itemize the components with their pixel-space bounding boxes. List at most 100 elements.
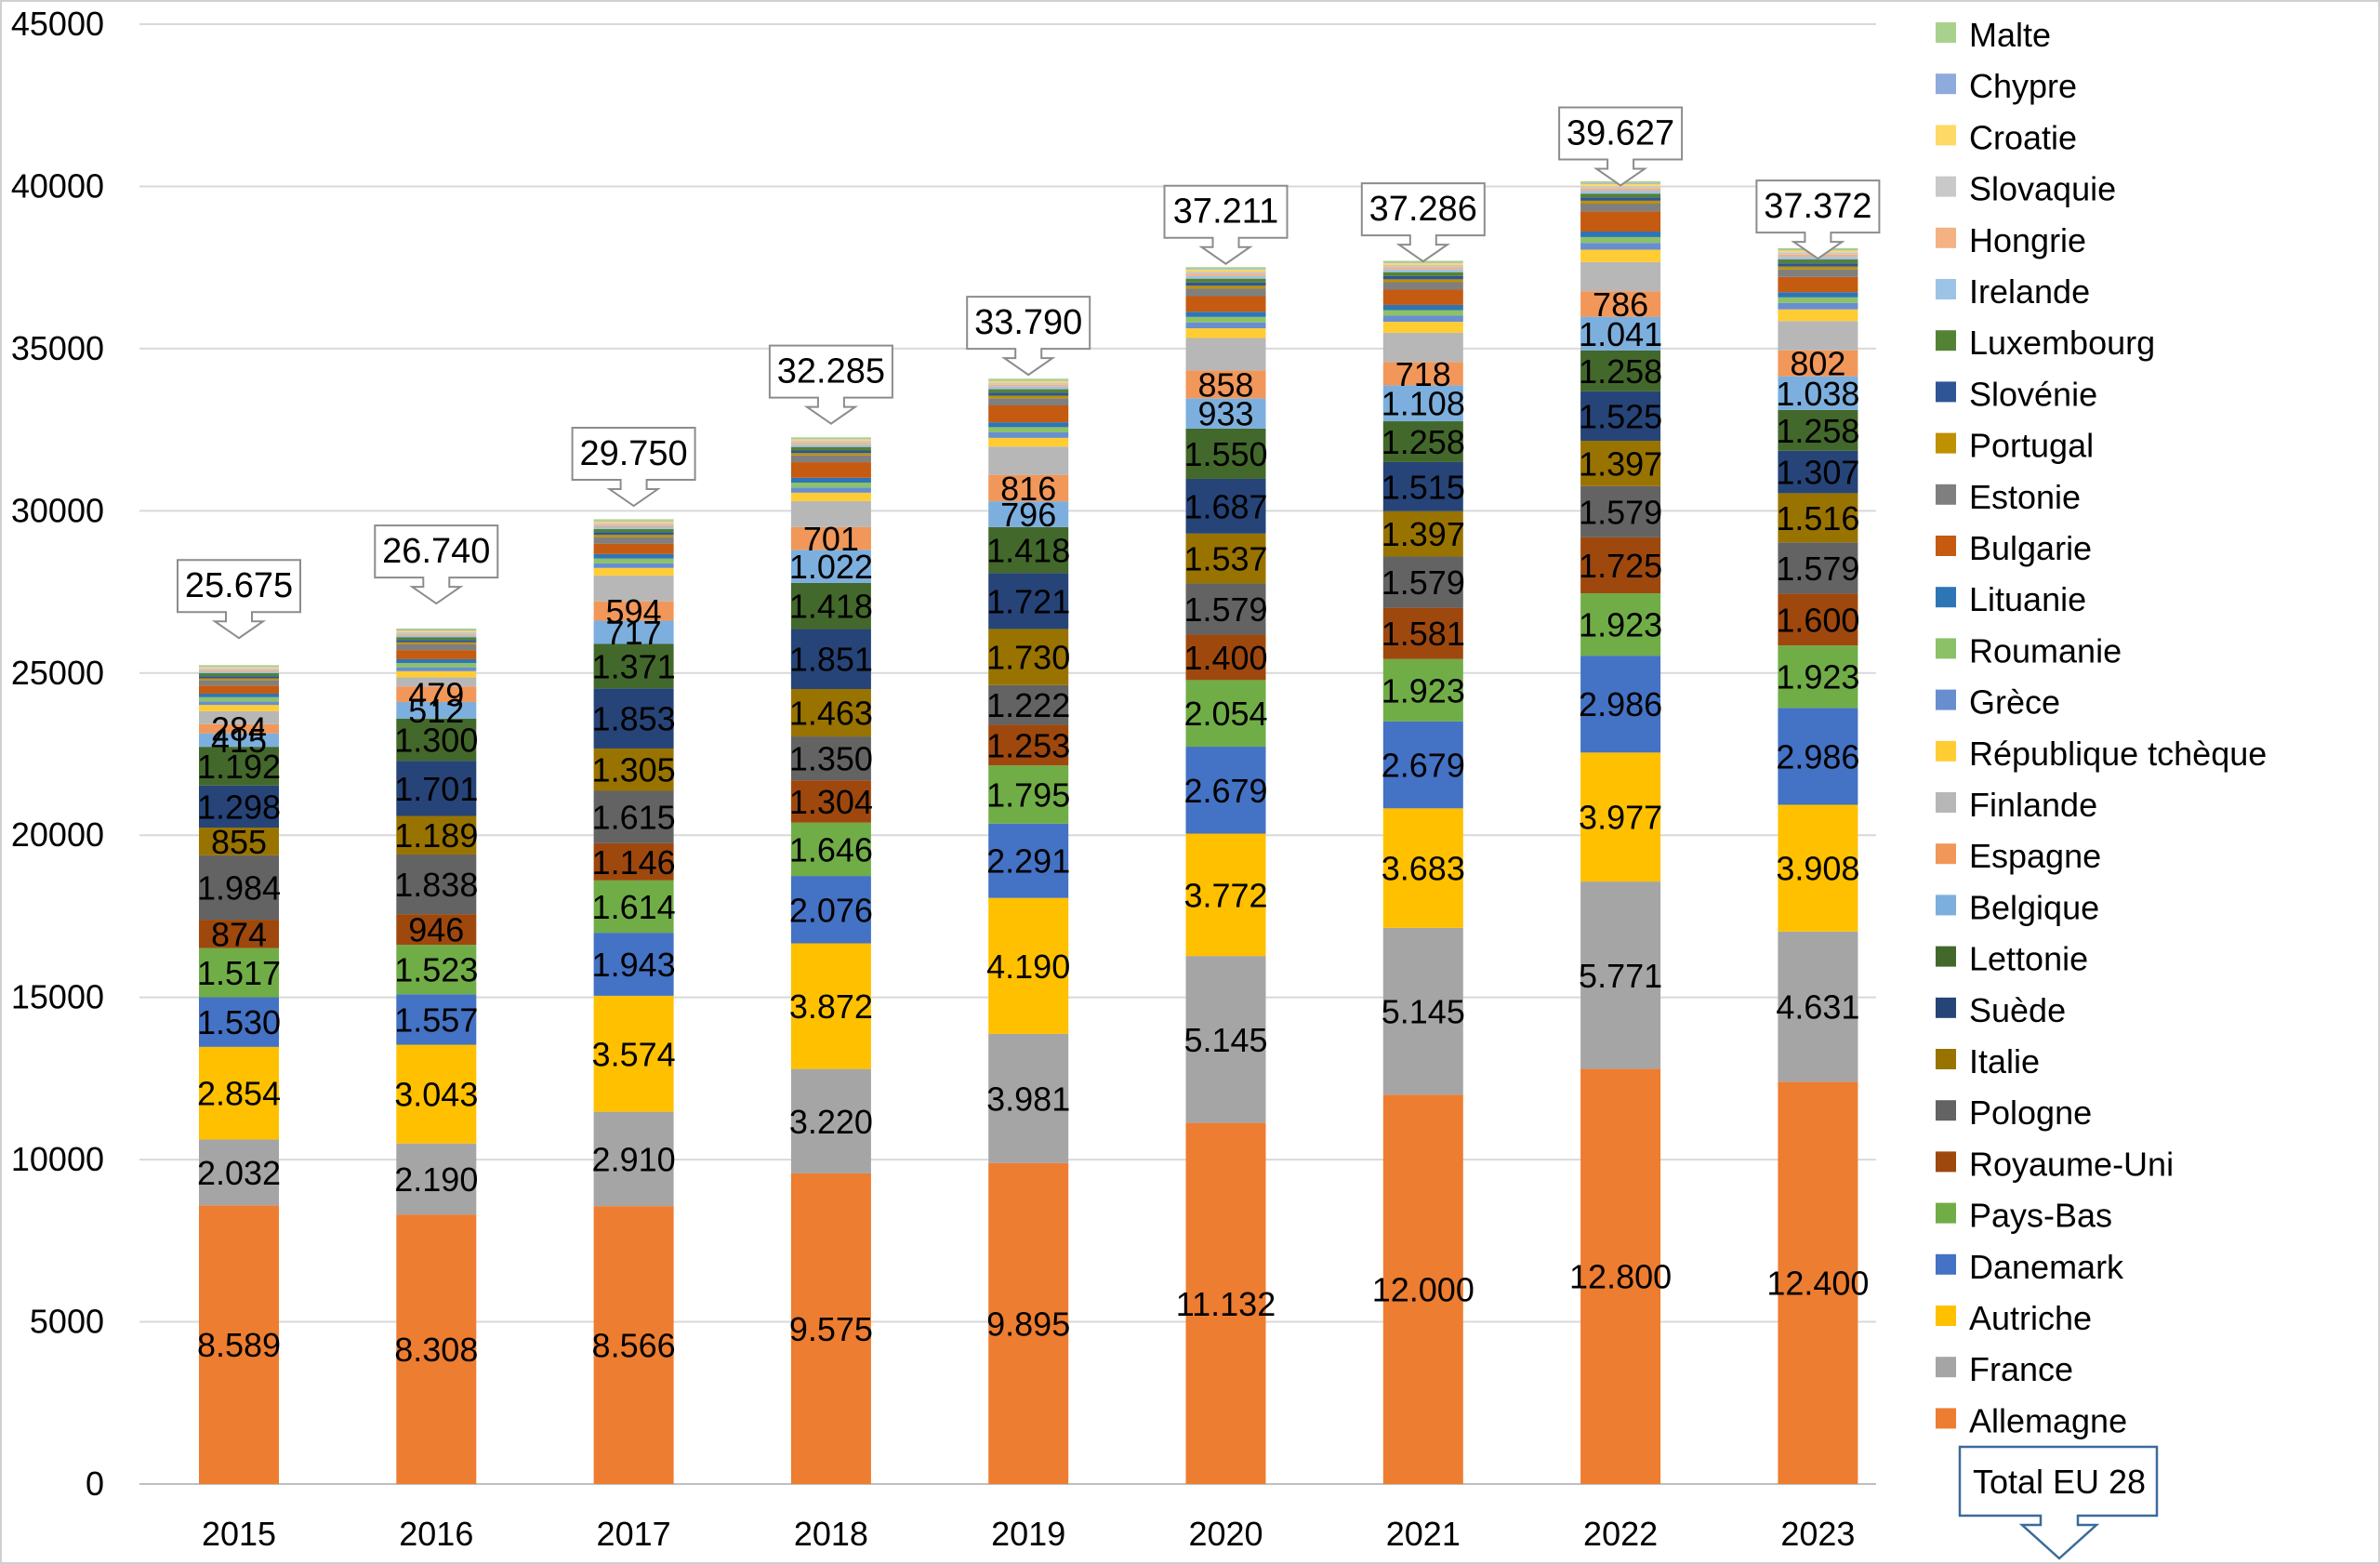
- segment-value-label: 1.253: [986, 726, 1070, 764]
- segment-value-label: 4.190: [986, 948, 1070, 986]
- bar-segment: [199, 666, 279, 668]
- segment-value-label: 1.350: [789, 740, 873, 778]
- bar-segment: [396, 994, 477, 1045]
- bar-segment: [1778, 259, 1858, 264]
- bar-segment: [1778, 645, 1858, 709]
- bar-segment: [988, 526, 1069, 574]
- segment-value-label: 3.220: [789, 1103, 873, 1141]
- y-axis: 0 5000 10000 15000 20000 25000 30000 35000 40000…: [11, 5, 104, 1503]
- x-tick-label: 2020: [1188, 1515, 1263, 1553]
- segment-value-label: 1.579: [1183, 590, 1267, 629]
- bar-segment: [396, 628, 477, 630]
- bar-segment: [396, 635, 477, 638]
- legend-swatch: [1936, 536, 1956, 556]
- bar-segment: [1382, 461, 1463, 511]
- bar-segment: [790, 822, 871, 877]
- bar-segment: [988, 382, 1069, 385]
- bar-segment: [1778, 321, 1858, 351]
- segment-value-label: 1.515: [1382, 468, 1465, 506]
- bar-segment: [1382, 289, 1463, 305]
- bar-segment: [1382, 262, 1463, 266]
- legend-swatch: [1936, 1408, 1956, 1429]
- segment-value-label: 796: [1000, 496, 1056, 534]
- bar-segment: [199, 710, 279, 724]
- bar-segment: [199, 668, 279, 670]
- segment-value-label: 415: [211, 722, 267, 760]
- bar-segment: [1580, 656, 1661, 753]
- bars: [199, 181, 1858, 1484]
- total-callout-box: [571, 427, 696, 508]
- bar-segment: [988, 573, 1069, 630]
- legend-swatch: [1936, 22, 1956, 43]
- bar-segment: [199, 665, 279, 667]
- bar-segment: [1382, 556, 1463, 608]
- bar-segment: [199, 667, 279, 669]
- segment-value-label: 1.853: [592, 700, 676, 738]
- legend-label: Hongrie: [1969, 221, 2086, 259]
- bar-segment: [1580, 291, 1661, 317]
- bar-segment: [1778, 931, 1858, 1082]
- bar-segment: [593, 688, 674, 749]
- legend-swatch: [1936, 73, 1956, 95]
- bar-segment: [593, 601, 674, 621]
- bar-segment: [1778, 1081, 1858, 1484]
- bar-segment: [1185, 1122, 1266, 1484]
- bar-segment: [396, 1044, 477, 1144]
- bar-segment: [396, 637, 477, 641]
- x-tick-label: 2023: [1780, 1515, 1855, 1553]
- bar-segment: [1580, 188, 1661, 192]
- bar-segment: [396, 667, 477, 671]
- legend-label: Belgique: [1969, 888, 2099, 926]
- bar-segment: [199, 672, 279, 677]
- segment-value-label: 1.397: [1382, 515, 1465, 553]
- segment-value-label: 12.000: [1372, 1271, 1474, 1309]
- legend-label: France: [1969, 1350, 2073, 1388]
- segment-value-label: 1.146: [592, 843, 676, 881]
- bar-segment: [199, 920, 279, 948]
- segment-value-label: 1.258: [1579, 352, 1662, 391]
- bar-segment: [1778, 450, 1858, 494]
- bar-segment: [1382, 315, 1463, 323]
- x-tick-label: 2015: [202, 1515, 276, 1553]
- bar-segment: [1382, 385, 1463, 422]
- total-value-label: 25.675: [185, 566, 293, 605]
- bar-segment: [988, 446, 1069, 475]
- legend-label: Royaume-Uni: [1969, 1145, 2174, 1183]
- segment-value-label: 3.977: [1579, 799, 1662, 837]
- total-legend-callout: [1958, 1445, 2159, 1560]
- segment-value-label: 512: [408, 692, 464, 730]
- y-tick-label: 5000: [30, 1303, 104, 1341]
- segment-value-label: 2.986: [1579, 685, 1662, 723]
- total-callout-box: [768, 344, 893, 425]
- legend-label: Croatie: [1969, 118, 2077, 156]
- bar-segment: [1185, 282, 1266, 286]
- bar-segment: [396, 658, 477, 664]
- segment-value-label: 1.550: [1183, 435, 1267, 473]
- bar-segment: [1185, 273, 1266, 276]
- legend-label: Malte: [1969, 16, 2051, 54]
- bar-segment: [1185, 634, 1266, 681]
- segment-value-label: 1.108: [1382, 385, 1465, 423]
- segment-value-label: 1.579: [1382, 563, 1465, 602]
- bar-segment: [199, 685, 279, 694]
- x-tick-label: 2018: [794, 1515, 868, 1553]
- segment-value-label: 1.397: [1579, 444, 1662, 483]
- bar-segment: [988, 897, 1069, 1034]
- bar-segment: [199, 693, 279, 697]
- bar-segment: [396, 631, 477, 634]
- bar-segment: [1185, 296, 1266, 312]
- segment-value-label: 1.258: [1776, 412, 1859, 450]
- bar-segment: [1185, 269, 1266, 272]
- total-callout-box: [1558, 106, 1684, 187]
- bar-segment: [1185, 271, 1266, 274]
- segment-value-label: 1.795: [986, 775, 1070, 814]
- bar-segment: [396, 854, 477, 915]
- bar-segment: [988, 629, 1069, 685]
- legend-swatch: [1936, 176, 1956, 197]
- segment-value-label: 3.772: [1183, 876, 1267, 914]
- bar-segment: [1185, 338, 1266, 371]
- legend-label: Estonie: [1969, 478, 2081, 516]
- legend-label: Luxembourg: [1969, 324, 2155, 362]
- segment-value-label: 3.683: [1382, 850, 1465, 888]
- legend-label: Roumanie: [1969, 631, 2122, 669]
